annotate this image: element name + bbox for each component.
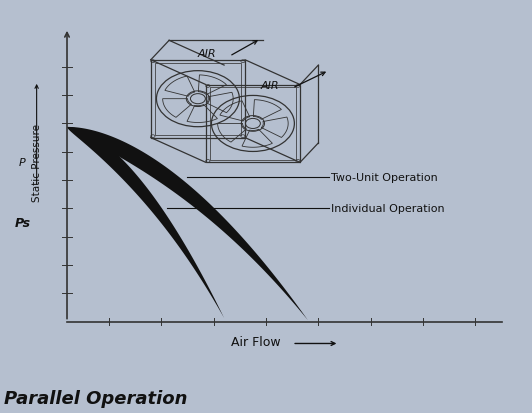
Text: Individual Operation: Individual Operation [331,204,445,214]
Polygon shape [67,128,224,318]
Text: Static Pressure: Static Pressure [31,124,41,202]
Text: Two-Unit Operation: Two-Unit Operation [331,172,438,182]
Text: AIR: AIR [261,81,279,90]
Text: Ps: Ps [14,216,30,230]
Text: Air Flow: Air Flow [231,335,280,348]
Text: AIR: AIR [198,49,217,59]
Text: P: P [19,158,26,168]
Polygon shape [67,128,308,320]
Text: Parallel Operation: Parallel Operation [4,389,188,407]
